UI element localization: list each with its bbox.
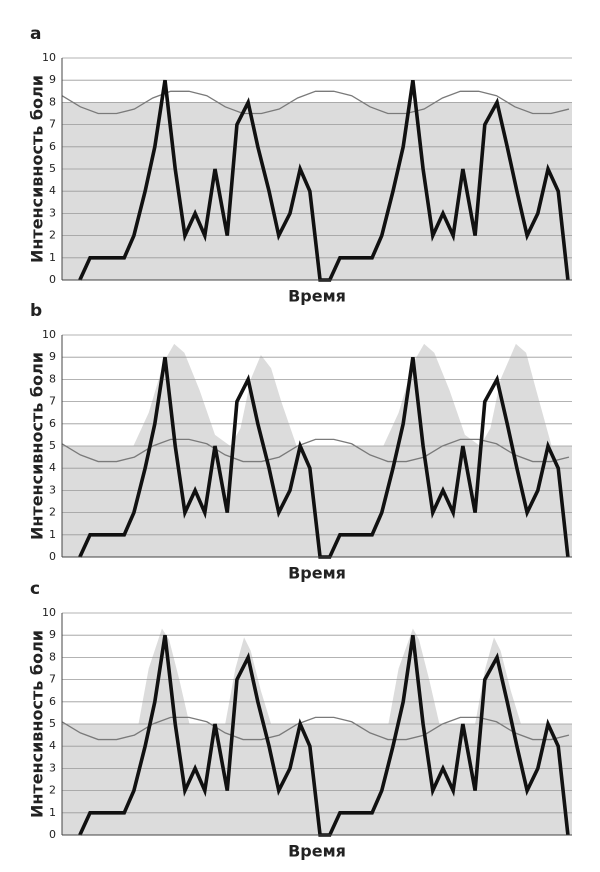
panel-label: b [30, 301, 42, 321]
y-tick-label: 4 [49, 739, 56, 752]
y-tick-label: 8 [49, 95, 56, 108]
line [61, 90, 570, 115]
y-tick-label: 7 [49, 673, 56, 686]
y-tick-label: 8 [49, 650, 56, 663]
y-tick-label: 10 [42, 328, 56, 341]
line [61, 716, 570, 741]
y-axis-label: Интенсивность боли [28, 75, 47, 263]
x-axis-label: Время [288, 287, 346, 306]
y-tick-label: 9 [49, 73, 56, 86]
y-tick-label: 6 [49, 417, 56, 430]
y-axis-label: Интенсивность боли [28, 630, 47, 818]
y-tick-label: 1 [49, 251, 56, 264]
y-axis-label: Интенсивность боли [28, 352, 47, 540]
y-tick-label: 7 [49, 395, 56, 408]
y-tick-label: 9 [49, 628, 56, 641]
y-tick-label: 7 [49, 118, 56, 131]
y-tick-label: 3 [49, 761, 56, 774]
y-tick-label: 3 [49, 483, 56, 496]
y-tick-label: 3 [49, 206, 56, 219]
y-tick-label: 10 [42, 606, 56, 619]
y-tick-label: 6 [49, 695, 56, 708]
y-tick-label: 0 [49, 273, 56, 286]
panel-label: c [30, 579, 40, 599]
y-tick-label: 5 [49, 439, 56, 452]
panel-label: a [30, 24, 41, 44]
y-tick-label: 2 [49, 784, 56, 797]
x-axis-label: Время [288, 842, 346, 861]
y-tick-label: 6 [49, 140, 56, 153]
y-tick-label: 1 [49, 528, 56, 541]
y-tick-label: 1 [49, 806, 56, 819]
y-tick-label: 4 [49, 184, 56, 197]
y-tick-label: 2 [49, 506, 56, 519]
y-tick-label: 5 [49, 162, 56, 175]
y-tick-label: 9 [49, 350, 56, 363]
y-tick-label: 10 [42, 51, 56, 64]
y-tick-label: 8 [49, 372, 56, 385]
y-tick-label: 0 [49, 828, 56, 841]
y-tick-label: 2 [49, 229, 56, 242]
line [61, 438, 570, 463]
y-tick-label: 5 [49, 717, 56, 730]
y-tick-label: 0 [49, 550, 56, 563]
x-axis-label: Время [288, 564, 346, 583]
y-tick-label: 4 [49, 461, 56, 474]
